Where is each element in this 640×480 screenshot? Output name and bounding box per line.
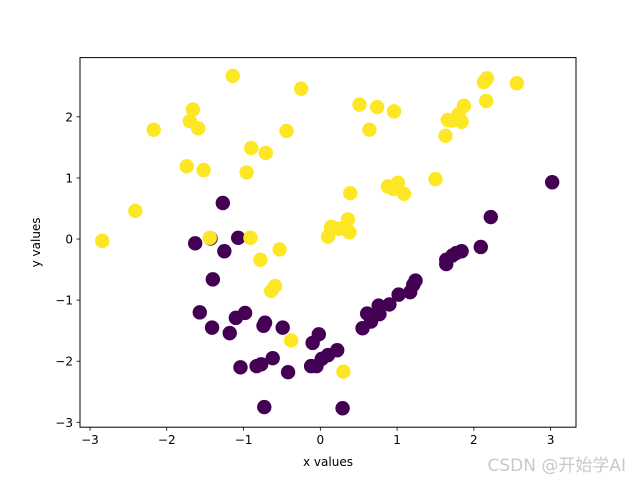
data-point (253, 252, 268, 268)
y-tick-label: 1 (65, 171, 73, 185)
data-point (408, 273, 423, 288)
y-tick-label: −2 (55, 355, 73, 369)
data-point (283, 333, 299, 348)
x-tick-label: 3 (547, 433, 555, 447)
data-point (192, 305, 207, 320)
data-point (257, 315, 273, 330)
data-point (390, 175, 406, 191)
data-point (202, 230, 217, 246)
data-point (386, 104, 402, 119)
data-point (254, 357, 269, 372)
data-point (233, 360, 248, 375)
x-tick-label: −2 (158, 433, 176, 447)
data-point (456, 98, 472, 114)
data-point (303, 358, 319, 374)
data-point (454, 114, 469, 129)
data-point (372, 306, 387, 322)
y-tick-label: 0 (65, 233, 73, 247)
x-tick-label: 2 (470, 433, 478, 447)
data-point (265, 350, 280, 366)
data-point (342, 225, 357, 240)
x-tick-label: 1 (393, 433, 401, 447)
data-point (257, 399, 272, 415)
data-point (545, 175, 560, 190)
data-point (275, 320, 290, 335)
data-point (272, 242, 287, 257)
data-point (428, 171, 443, 187)
data-point (438, 128, 453, 143)
data-point (483, 209, 498, 225)
x-tick-label: 0 (317, 433, 325, 447)
y-tick-label: 2 (65, 110, 73, 124)
data-point (280, 365, 296, 380)
x-axis-label: x values (303, 455, 353, 469)
data-point (222, 325, 237, 341)
data-point (343, 186, 358, 201)
data-point (362, 122, 377, 137)
data-point (187, 236, 203, 251)
y-axis-label: y values (29, 217, 43, 267)
data-point (336, 364, 351, 379)
data-points (95, 68, 560, 416)
data-point (95, 233, 110, 249)
data-point (237, 305, 253, 321)
y-axis-ticks: −3 −2 −1 0 1 2 (55, 110, 80, 430)
watermark-text: CSDN @开始学AI (487, 456, 626, 476)
data-point (146, 122, 161, 137)
plot-area-frame (79, 57, 577, 428)
x-axis-ticks: −3 −2 −1 0 1 2 3 (81, 427, 554, 447)
data-point (217, 244, 232, 259)
data-point (279, 123, 294, 139)
data-point (352, 97, 367, 112)
data-point (196, 162, 211, 178)
data-point (267, 278, 283, 294)
x-tick-label: −3 (81, 433, 99, 447)
data-point (258, 145, 274, 161)
data-point (396, 186, 412, 202)
data-point (230, 230, 246, 246)
data-point (369, 99, 385, 115)
data-point (128, 203, 143, 219)
y-tick-label: −1 (55, 294, 73, 308)
data-point (454, 244, 469, 259)
data-point (382, 297, 397, 312)
data-point (243, 230, 258, 246)
data-point (509, 76, 525, 91)
data-point (478, 93, 494, 109)
data-point (293, 81, 309, 96)
data-point (191, 121, 206, 136)
data-point (479, 71, 495, 86)
data-point (330, 343, 345, 358)
data-point (391, 287, 406, 302)
data-point (185, 102, 201, 117)
data-point (205, 272, 221, 287)
data-point (239, 165, 254, 180)
y-tick-label: −3 (55, 416, 73, 430)
data-point (215, 195, 231, 211)
data-point (340, 212, 356, 227)
data-point (225, 68, 240, 84)
data-point (311, 327, 326, 342)
data-point (179, 159, 194, 174)
data-point (244, 140, 259, 156)
x-tick-label: −1 (235, 433, 253, 447)
data-point (335, 401, 350, 416)
data-point (204, 320, 220, 335)
data-point (473, 239, 488, 255)
